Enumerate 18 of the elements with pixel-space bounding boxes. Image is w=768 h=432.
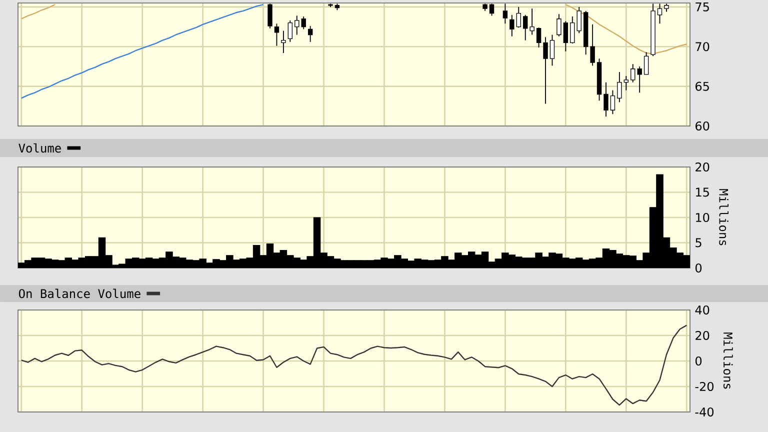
y-tick-label: 20 [696, 162, 710, 172]
y-tick-label: 10 [696, 212, 710, 222]
y-tick-label: -40 [695, 407, 714, 417]
y-axis-title: Millions [719, 189, 728, 246]
y-tick-label: 60 [696, 121, 710, 131]
y-tick-label: 40 [695, 305, 710, 315]
y-tick-label: 0 [696, 356, 702, 366]
y-tick-label: 65 [696, 82, 709, 91]
y-tick-label: -20 [695, 382, 714, 392]
y-tick-label: 15 [696, 188, 709, 197]
y-tick-label: 20 [696, 330, 710, 340]
y-axis-title: Millions [723, 332, 733, 389]
y-tick-label: 5 [696, 238, 702, 248]
legend-label: On Balance Volume [18, 288, 140, 298]
y-tick-label: 70 [696, 42, 710, 52]
legend-label: Volume [18, 143, 61, 153]
y-tick-label: 75 [696, 2, 709, 12]
y-tick-label: 0 [696, 263, 702, 273]
